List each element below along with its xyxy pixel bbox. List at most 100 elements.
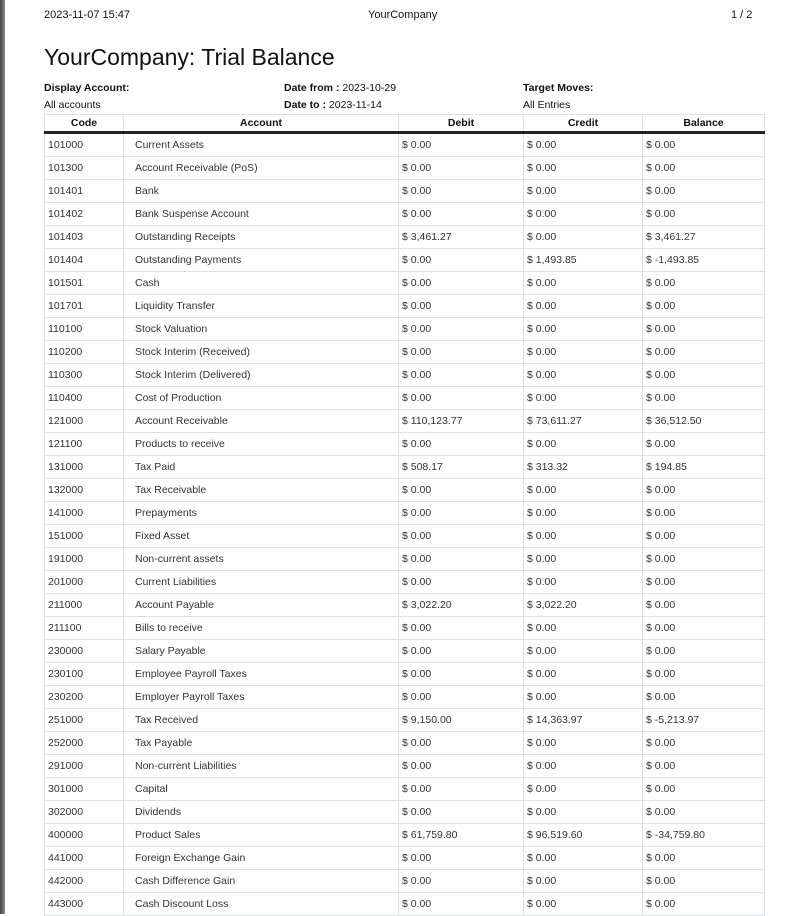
cell-debit: $ 0.00 xyxy=(398,478,524,502)
cell-account: Cash Difference Gain xyxy=(123,869,399,893)
cell-code: 252000 xyxy=(44,731,124,755)
cell-debit: $ 0.00 xyxy=(398,317,524,341)
cell-balance: $ 0.00 xyxy=(642,754,765,778)
cell-balance: $ 194.85 xyxy=(642,455,765,479)
cell-code: 291000 xyxy=(44,754,124,778)
cell-debit: $ 0.00 xyxy=(398,616,524,640)
cell-balance: $ 0.00 xyxy=(642,731,765,755)
cell-credit: $ 0.00 xyxy=(523,731,643,755)
cell-debit: $ 0.00 xyxy=(398,777,524,801)
cell-credit: $ 1,493.85 xyxy=(523,248,643,272)
table-row: 101000 Current Assets $ 0.00 $ 0.00 $ 0.00 xyxy=(44,132,765,157)
cell-account: Outstanding Payments xyxy=(123,248,399,272)
cell-credit: $ 0.00 xyxy=(523,892,643,916)
cell-balance: $ 0.00 xyxy=(642,593,765,617)
cell-code: 230200 xyxy=(44,685,124,709)
cell-balance: $ 0.00 xyxy=(642,294,765,318)
cell-balance: $ 0.00 xyxy=(642,432,765,456)
cell-account: Non-current Liabilities xyxy=(123,754,399,778)
cell-balance: $ 0.00 xyxy=(642,777,765,801)
cell-code: 121100 xyxy=(44,432,124,456)
cell-balance: $ 0.00 xyxy=(642,570,765,594)
cell-credit: $ 313.32 xyxy=(523,455,643,479)
cell-credit: $ 0.00 xyxy=(523,132,643,157)
cell-code: 110100 xyxy=(44,317,124,341)
cell-code: 442000 xyxy=(44,869,124,893)
cell-code: 110200 xyxy=(44,340,124,364)
target-moves-label: Target Moves: xyxy=(523,82,594,94)
cell-debit: $ 0.00 xyxy=(398,547,524,571)
cell-debit: $ 0.00 xyxy=(398,639,524,663)
cell-code: 101402 xyxy=(44,202,124,226)
cell-credit: $ 0.00 xyxy=(523,317,643,341)
cell-account: Account Receivable (PoS) xyxy=(123,156,399,180)
cell-code: 251000 xyxy=(44,708,124,732)
cell-code: 191000 xyxy=(44,547,124,571)
cell-code: 211000 xyxy=(44,593,124,617)
cell-account: Account Receivable xyxy=(123,409,399,433)
cell-credit: $ 0.00 xyxy=(523,869,643,893)
cell-debit: $ 0.00 xyxy=(398,132,524,157)
col-balance: Balance xyxy=(642,114,765,134)
cell-account: Outstanding Receipts xyxy=(123,225,399,249)
date-from: Date from : 2023-10-29 xyxy=(284,82,397,94)
cell-credit: $ 0.00 xyxy=(523,156,643,180)
table-row: 131000 Tax Paid $ 508.17 $ 313.32 $ 194.85 xyxy=(44,455,765,479)
cell-account: Products to receive xyxy=(123,432,399,456)
table-row: 101402 Bank Suspense Account $ 0.00 $ 0.00 $… xyxy=(44,202,765,226)
cell-balance: $ 0.00 xyxy=(642,524,765,548)
table-row: 141000 Prepayments $ 0.00 $ 0.00 $ 0.00 xyxy=(44,501,765,525)
cell-code: 101404 xyxy=(44,248,124,272)
table-row: 101701 Liquidity Transfer $ 0.00 $ 0.00 $ 0.… xyxy=(44,294,765,318)
table-row: 110200 Stock Interim (Received) $ 0.00 $ 0.… xyxy=(44,340,765,364)
table-row: 101404 Outstanding Payments $ 0.00 $ 1,493.… xyxy=(44,248,765,272)
table-row: 441000 Foreign Exchange Gain $ 0.00 $ 0.00 $… xyxy=(44,846,765,870)
cell-account: Cash xyxy=(123,271,399,295)
cell-debit: $ 0.00 xyxy=(398,271,524,295)
cell-credit: $ 0.00 xyxy=(523,777,643,801)
cell-debit: $ 110,123.77 xyxy=(398,409,524,433)
cell-balance: $ 0.00 xyxy=(642,846,765,870)
cell-code: 101300 xyxy=(44,156,124,180)
cell-balance: $ 0.00 xyxy=(642,501,765,525)
cell-account: Stock Interim (Delivered) xyxy=(123,363,399,387)
date-to: Date to : 2023-11-14 xyxy=(284,99,382,111)
cell-account: Product Sales xyxy=(123,823,399,847)
cell-credit: $ 73,611.27 xyxy=(523,409,643,433)
cell-debit: $ 0.00 xyxy=(398,754,524,778)
col-debit: Debit xyxy=(398,114,524,134)
cell-balance: $ 0.00 xyxy=(642,800,765,824)
cell-credit: $ 0.00 xyxy=(523,478,643,502)
cell-code: 101401 xyxy=(44,179,124,203)
cell-credit: $ 0.00 xyxy=(523,179,643,203)
table-row: 121000 Account Receivable $ 110,123.77 $ 73… xyxy=(44,409,765,433)
cell-credit: $ 0.00 xyxy=(523,340,643,364)
cell-debit: $ 0.00 xyxy=(398,524,524,548)
cell-account: Prepayments xyxy=(123,501,399,525)
cell-credit: $ 0.00 xyxy=(523,754,643,778)
cell-account: Cash Discount Loss xyxy=(123,892,399,916)
cell-debit: $ 0.00 xyxy=(398,156,524,180)
cell-balance: $ 0.00 xyxy=(642,662,765,686)
cell-balance: $ 0.00 xyxy=(642,179,765,203)
page-title: YourCompany: Trial Balance xyxy=(44,44,335,70)
table-row: 101501 Cash $ 0.00 $ 0.00 $ 0.00 xyxy=(44,271,765,295)
target-moves-value: All Entries xyxy=(523,99,571,111)
cell-credit: $ 0.00 xyxy=(523,202,643,226)
cell-balance: $ -5,213.97 xyxy=(642,708,765,732)
cell-credit: $ 0.00 xyxy=(523,386,643,410)
cell-debit: $ 0.00 xyxy=(398,570,524,594)
cell-code: 141000 xyxy=(44,501,124,525)
cell-account: Bills to receive xyxy=(123,616,399,640)
cell-balance: $ 0.00 xyxy=(642,639,765,663)
cell-credit: $ 0.00 xyxy=(523,501,643,525)
trial-balance-table: Code Account Debit Credit Balance 101000… xyxy=(44,114,765,916)
cell-debit: $ 0.00 xyxy=(398,892,524,916)
cell-account: Foreign Exchange Gain xyxy=(123,846,399,870)
cell-code: 230000 xyxy=(44,639,124,663)
viewer-edge xyxy=(0,0,5,914)
cell-debit: $ 3,022.20 xyxy=(398,593,524,617)
cell-balance: $ 0.00 xyxy=(642,478,765,502)
cell-account: Current Assets xyxy=(123,132,399,157)
cell-credit: $ 0.00 xyxy=(523,271,643,295)
